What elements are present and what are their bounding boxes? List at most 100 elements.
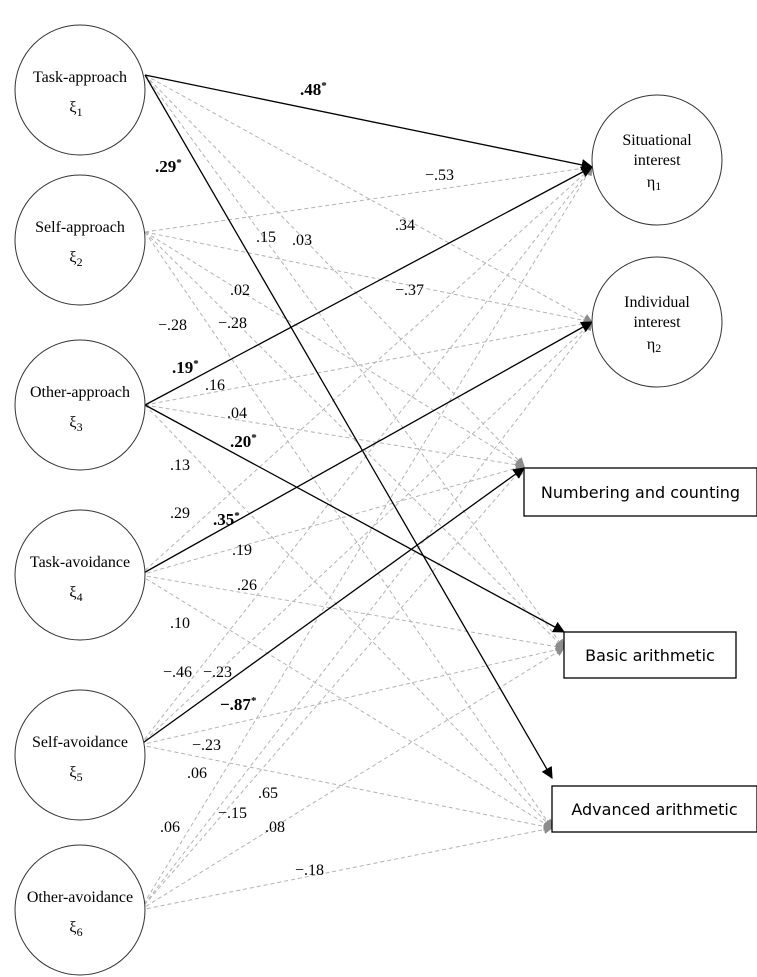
coefficient: −.46 xyxy=(163,664,192,681)
predictor-circle xyxy=(14,174,146,306)
interest-symbol: η1 xyxy=(647,174,661,193)
outcome-label: Numbering and counting xyxy=(541,483,740,502)
coefficient: −.23 xyxy=(192,737,221,754)
significance-star: * xyxy=(251,695,257,707)
dashed-path-3-3 xyxy=(144,404,525,470)
solid-path-1-1 xyxy=(144,74,594,171)
interest-circle xyxy=(591,256,723,388)
predictor-label: Other-avoidance xyxy=(27,889,133,906)
solid-path-3-1 xyxy=(144,166,594,406)
predictor-label: Task-avoidance xyxy=(30,554,130,571)
outcome-label: Advanced arithmetic xyxy=(571,800,737,819)
outcome-node-2: Basic arithmetic xyxy=(563,631,737,679)
dashed-path-6-5 xyxy=(139,825,553,911)
dashed-path-6-4 xyxy=(139,647,565,911)
predictor-circle xyxy=(14,509,146,641)
dashed-path-2-4 xyxy=(144,231,565,649)
outcome-box xyxy=(523,467,757,517)
predictor-circle xyxy=(14,689,146,821)
coefficient: .16 xyxy=(205,377,225,394)
coefficient-significant: .19* xyxy=(172,358,199,377)
solid-path-5-3 xyxy=(139,467,525,746)
coefficient: −.28 xyxy=(158,317,187,334)
outcome-box xyxy=(563,631,737,679)
coefficient: .10 xyxy=(170,615,190,632)
coefficients-layer: .48*.29*−.53.34.15.03.02 −.37−.28 −.28.19*… xyxy=(155,80,454,879)
dashed-path-1-2 xyxy=(144,74,593,323)
predictor-label: Other-approach xyxy=(30,384,130,401)
predictor-label: Self-approach xyxy=(35,219,125,236)
coefficient: .06 xyxy=(187,765,207,782)
dashed-path-2-2 xyxy=(144,231,593,325)
coefficient: −.37 xyxy=(395,282,424,299)
interest-node-2: Individual interest η2 xyxy=(591,256,723,388)
interest-label-line2: interest xyxy=(633,152,681,169)
solid-path-4-2 xyxy=(139,321,594,576)
coefficient: .34 xyxy=(395,217,415,234)
significance-star: * xyxy=(176,157,182,169)
predictor-circle xyxy=(14,844,146,976)
coefficient-significant: .48* xyxy=(300,80,327,99)
significance-star: * xyxy=(234,510,240,522)
dashed-path-6-2 xyxy=(139,321,593,911)
dashed-path-2-1 xyxy=(144,163,593,233)
coefficient: −.18 xyxy=(295,862,324,879)
predictor-subscript: 3 xyxy=(77,420,83,434)
predictor-subscript: 4 xyxy=(77,590,83,604)
interest-circle xyxy=(591,94,723,226)
coefficient: −.15 xyxy=(218,805,247,822)
dashed-path-2-3 xyxy=(144,231,525,467)
dashed-path-4-1 xyxy=(139,166,593,576)
predictor-label: Self-avoidance xyxy=(32,734,128,751)
coefficient: .15 xyxy=(256,229,276,246)
outcome-label: Basic arithmetic xyxy=(585,646,715,665)
dashed-path-2-5 xyxy=(144,231,553,829)
predictor-subscript: 1 xyxy=(77,105,83,119)
predictor-subscript: 5 xyxy=(77,770,83,784)
significance-star: * xyxy=(251,432,257,444)
coefficient: .08 xyxy=(265,819,285,836)
interest-label-line2: interest xyxy=(633,314,681,331)
dashed-path-6-1 xyxy=(139,166,593,911)
interest-subscript: 1 xyxy=(655,179,661,193)
interest-symbol: η2 xyxy=(647,336,661,355)
coefficient-significant: .29* xyxy=(155,157,182,176)
predictor-circle xyxy=(14,339,146,471)
interest-label-line1: Individual xyxy=(624,294,690,311)
outcome-node-3: Advanced arithmetic xyxy=(551,785,757,833)
coefficient-significant: .35* xyxy=(213,510,240,529)
coefficient: .13 xyxy=(170,457,190,474)
interest-subscript: 2 xyxy=(655,341,661,355)
coefficient: .65 xyxy=(258,785,278,802)
significance-star: * xyxy=(193,358,199,370)
coefficient: −.23 xyxy=(203,664,232,681)
dashed-path-3-2 xyxy=(144,319,593,406)
coefficient-significant: .20* xyxy=(230,432,257,451)
dashed-path-5-5 xyxy=(139,744,553,831)
coefficient-significant: −.87* xyxy=(220,695,257,714)
coefficient: .19 xyxy=(232,542,252,559)
coefficient: −.28 xyxy=(218,315,247,332)
dashed-path-4-5 xyxy=(139,574,553,829)
significance-star: * xyxy=(321,80,327,92)
dashed-path-4-4 xyxy=(139,574,565,652)
paths-layer xyxy=(139,74,594,911)
outcome-box xyxy=(551,785,757,833)
solid-path-3-4 xyxy=(144,404,566,633)
dashed-path-5-2 xyxy=(139,321,593,746)
outcome-node-1: Numbering and counting xyxy=(523,467,757,517)
solid-path-1-5 xyxy=(144,74,553,780)
dashed-path-5-4 xyxy=(139,645,565,746)
predictor-circle xyxy=(14,24,146,156)
coefficient: .06 xyxy=(160,819,180,836)
interest-label-line1: Situational xyxy=(622,132,692,149)
dashed-path-1-3 xyxy=(144,74,525,467)
coefficient: .02 xyxy=(230,282,250,299)
predictor-label: Task-approach xyxy=(33,69,127,86)
